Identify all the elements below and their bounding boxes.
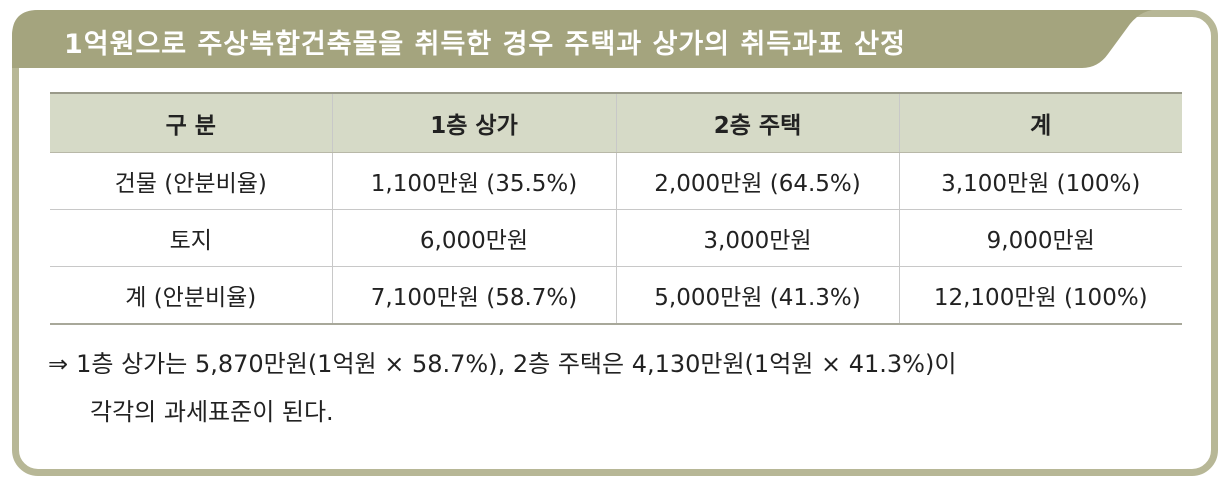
table-cell: 토지 xyxy=(50,209,332,267)
table-cell: 12,100만원 (100%) xyxy=(898,266,1182,325)
header-total: 계 xyxy=(898,92,1182,153)
table-row: 건물 (안분비율) 1,100만원 (35.5%) 2,000만원 (64.5%… xyxy=(50,152,1182,210)
title-bar-shape xyxy=(12,10,1152,68)
table-row: 계 (안분비율) 7,100만원 (58.7%) 5,000만원 (41.3%)… xyxy=(50,266,1182,325)
table-cell: 2,000만원 (64.5%) xyxy=(615,152,899,210)
arrow-icon: ⇒ xyxy=(48,350,69,378)
table-cell: 6,000만원 xyxy=(331,209,616,267)
header-house: 2층 주택 xyxy=(615,92,899,153)
note-text-1: 1층 상가는 5,870만원(1억원 × 58.7%), 2층 주택은 4,13… xyxy=(76,350,957,378)
table-cell: 9,000만원 xyxy=(898,209,1182,267)
header-category: 구 분 xyxy=(50,92,332,153)
note-line-2: 각각의 과세표준이 된다. xyxy=(90,398,334,426)
table-row: 토지 6,000만원 3,000만원 9,000만원 xyxy=(50,209,1182,267)
title-bar: 1억원으로 주상복합건축물을 취득한 경우 주택과 상가의 취득과표 산정 xyxy=(12,10,1218,68)
page-title: 1억원으로 주상복합건축물을 취득한 경우 주택과 상가의 취득과표 산정 xyxy=(64,29,906,60)
table-cell: 5,000만원 (41.3%) xyxy=(615,266,899,325)
table-cell: 3,100만원 (100%) xyxy=(898,152,1182,210)
table-cell: 3,000만원 xyxy=(615,209,899,267)
table-cell: 7,100만원 (58.7%) xyxy=(331,266,616,325)
table-cell: 계 (안분비율) xyxy=(50,266,332,325)
table-header-row: 구 분 1층 상가 2층 주택 계 xyxy=(50,92,1182,153)
header-store: 1층 상가 xyxy=(331,92,616,153)
table-cell: 1,100만원 (35.5%) xyxy=(331,152,616,210)
result-note: ⇒ 1층 상가는 5,870만원(1억원 × 58.7%), 2층 주택은 4,1… xyxy=(48,340,1198,436)
table-cell: 건물 (안분비율) xyxy=(50,152,332,210)
tax-base-table: 구 분 1층 상가 2층 주택 계 건물 (안분비율) 1,100만원 (35.… xyxy=(50,92,1182,325)
note-line-1: ⇒ 1층 상가는 5,870만원(1억원 × 58.7%), 2층 주택은 4,1… xyxy=(48,340,1198,388)
